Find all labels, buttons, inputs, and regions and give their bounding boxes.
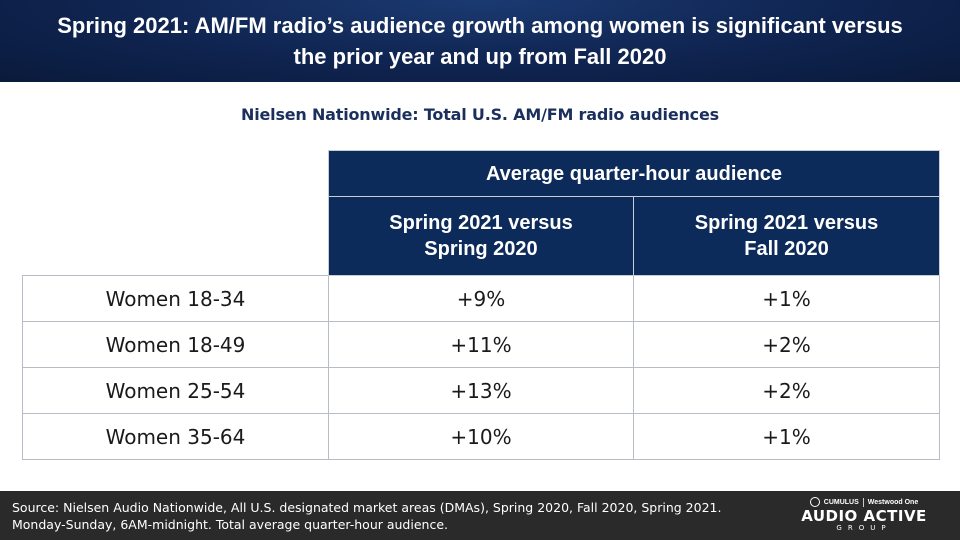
source-note: Source: Nielsen Audio Nationwide, All U.… xyxy=(12,500,722,532)
logo-divider xyxy=(862,497,864,507)
table-cell: +2% xyxy=(633,367,940,414)
row-label: Women 25-54 xyxy=(22,367,329,414)
logo-brand-row: CUMULUS Westwood One xyxy=(780,496,948,508)
footer-bar: Source: Nielsen Audio Nationwide, All U.… xyxy=(0,491,960,540)
cumulus-logo-icon xyxy=(809,497,820,507)
table-corner xyxy=(22,196,329,276)
page-title: Spring 2021: AM/FM radio’s audience grow… xyxy=(57,13,903,69)
header-banner: Spring 2021: AM/FM radio’s audience grow… xyxy=(0,0,960,82)
logo-brand-left: CUMULUS xyxy=(823,498,859,506)
table-row: Women 18-49 +11% +2% xyxy=(22,321,940,368)
column-header-label: Spring 2021 versus Spring 2020 xyxy=(389,212,573,260)
table-row: Women 18-34 +9% +1% xyxy=(22,275,940,322)
column-header: Spring 2021 versus Fall 2020 xyxy=(633,196,940,276)
row-label: Women 18-34 xyxy=(22,275,329,322)
table-subtitle: Nielsen Nationwide: Total U.S. AM/FM rad… xyxy=(241,105,719,124)
audience-table: Average quarter-hour audience Spring 202… xyxy=(22,150,940,460)
column-header-label: Spring 2021 versus Fall 2020 xyxy=(694,212,879,260)
row-label: Women 35-64 xyxy=(22,413,329,460)
table-cell: +1% xyxy=(633,413,940,460)
table-row: Women 35-64 +10% +1% xyxy=(22,413,940,460)
group-header: Average quarter-hour audience xyxy=(328,150,940,197)
logo-main-text: AUDIO ACTIVE xyxy=(801,507,927,525)
column-header: Spring 2021 versus Spring 2020 xyxy=(328,196,634,276)
table-cell: +2% xyxy=(633,321,940,368)
table-cell: +1% xyxy=(633,275,940,322)
logo-sub-text: GROUP xyxy=(836,524,892,532)
table-row: Women 25-54 +13% +2% xyxy=(22,367,940,414)
audio-active-group-logo: CUMULUS Westwood One AUDIO ACTIVE GROUP xyxy=(780,496,948,536)
table-cell: +9% xyxy=(328,275,634,322)
table-cell: +11% xyxy=(328,321,634,368)
table-cell: +10% xyxy=(328,413,634,460)
table-cell: +13% xyxy=(328,367,634,414)
row-label: Women 18-49 xyxy=(22,321,329,368)
logo-brand-right: Westwood One xyxy=(867,498,919,506)
table-corner xyxy=(22,150,329,197)
